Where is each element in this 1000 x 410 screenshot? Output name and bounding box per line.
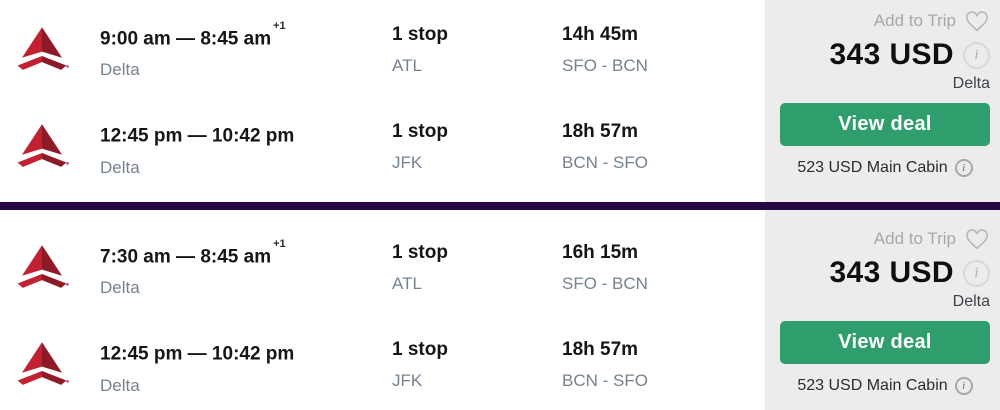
heart-icon [966,229,988,250]
flight-result-card[interactable]: 7:30 am — 8:45 am+1 Delta 1 stop ATL 16h… [0,210,1000,410]
leg-duration: 18h 57m [562,121,639,143]
airline-logo-cell [15,337,100,387]
price-info-icon[interactable]: i [963,259,990,287]
flight-leg-return: 12:45 pm — 10:42 pm Delta 1 stop JFK 18h… [15,119,765,178]
plus-day-indicator: +1 [273,238,286,250]
price: 343 USD [829,38,954,71]
flight-legs: 7:30 am — 8:45 am+1 Delta 1 stop ATL 16h… [0,210,765,410]
airline-logo-cell [15,240,100,290]
delta-logo-icon [17,27,69,70]
leg-airline: Delta [100,157,140,177]
leg-duration: 14h 45m [562,24,639,45]
info-glyph: i [974,264,979,281]
leg-times: 9:00 am — 8:45 am+1 [100,20,392,51]
leg-airline: Delta [100,375,140,395]
leg-route: BCN - SFO [562,371,648,391]
cabin-fare-text: 523 USD Main Cabin [797,159,948,176]
leg-stop-airport: ATL [392,274,422,293]
leg-duration: 16h 15m [562,242,639,263]
info-glyph: i [962,162,966,174]
flight-result-card[interactable]: 9:00 am — 8:45 am+1 Delta 1 stop ATL 14h… [0,0,1000,202]
view-deal-button[interactable]: View deal [780,103,990,146]
info-glyph: i [962,380,966,392]
price-panel: Add to Trip 343 USD i Delta View deal 52… [765,210,1000,410]
view-deal-button[interactable]: View deal [780,321,990,364]
leg-time-range: 9:00 am — 8:45 am [100,28,272,50]
leg-airline: Delta [100,278,140,298]
leg-time-range: 12:45 pm — 10:42 pm [100,343,295,365]
leg-airline: Delta [100,60,140,80]
leg-stops: 1 stop [392,242,448,263]
flight-leg-outbound: 7:30 am — 8:45 am+1 Delta 1 stop ATL 16h… [15,238,765,299]
price-panel: Add to Trip 343 USD i Delta View deal 52… [765,0,1000,202]
add-to-trip-label: Add to Trip [873,228,956,248]
add-to-trip-button[interactable]: Add to Trip [780,9,990,32]
provider-name: Delta [952,293,990,310]
leg-times: 12:45 pm — 10:42 pm [100,119,392,148]
cabin-fare-text: 523 USD Main Cabin [797,377,948,394]
leg-route: SFO - BCN [562,274,648,293]
heart-icon [966,11,988,32]
leg-stop-airport: ATL [392,56,422,75]
leg-stop-airport: JFK [392,371,423,391]
provider-name: Delta [952,75,990,92]
cabin-fare-note: 523 USD Main Cabin i [780,159,990,177]
price: 343 USD [829,256,954,289]
price-row: 343 USD i [780,38,990,72]
leg-stops: 1 stop [392,24,448,45]
leg-stops: 1 stop [392,339,448,361]
card-divider [0,202,1000,210]
leg-duration: 18h 57m [562,339,639,361]
cabin-info-icon[interactable]: i [954,159,973,177]
cabin-info-icon[interactable]: i [954,377,973,395]
info-glyph: i [974,46,979,63]
flight-leg-return: 12:45 pm — 10:42 pm Delta 1 stop JFK 18h… [15,337,765,396]
leg-times: 12:45 pm — 10:42 pm [100,337,392,366]
price-info-icon[interactable]: i [963,41,990,69]
airline-logo-cell [15,22,100,72]
plus-day-indicator: +1 [273,20,286,32]
leg-stop-airport: JFK [392,153,423,173]
cabin-fare-note: 523 USD Main Cabin i [780,377,990,395]
leg-stops: 1 stop [392,121,448,143]
leg-times: 7:30 am — 8:45 am+1 [100,238,392,269]
delta-logo-icon [17,245,69,288]
flight-legs: 9:00 am — 8:45 am+1 Delta 1 stop ATL 14h… [0,0,765,202]
delta-logo-icon [17,124,69,168]
leg-time-range: 12:45 pm — 10:42 pm [100,125,295,147]
leg-route: SFO - BCN [562,56,648,75]
flight-leg-outbound: 9:00 am — 8:45 am+1 Delta 1 stop ATL 14h… [15,20,765,81]
add-to-trip-button[interactable]: Add to Trip [780,227,990,250]
price-row: 343 USD i [780,256,990,290]
add-to-trip-label: Add to Trip [873,10,956,30]
delta-logo-icon [17,342,69,386]
airline-logo-cell [15,119,100,169]
leg-time-range: 7:30 am — 8:45 am [100,246,272,268]
leg-route: BCN - SFO [562,153,648,173]
